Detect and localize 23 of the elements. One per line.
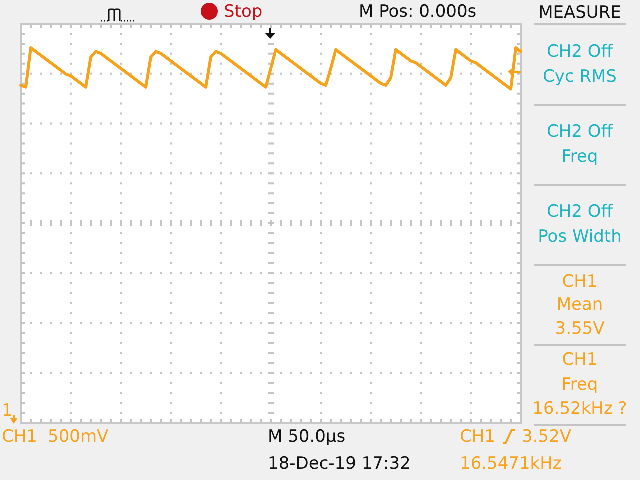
text: 16.5471kHz bbox=[460, 454, 562, 474]
text: 500mV bbox=[48, 427, 109, 447]
text: Freq bbox=[562, 147, 598, 167]
text: CH1 bbox=[562, 272, 598, 292]
text: CH2 Off bbox=[547, 122, 613, 142]
text: M Pos: 0.000s bbox=[359, 2, 477, 22]
text: 1 bbox=[2, 401, 13, 421]
text: Pos Width bbox=[538, 227, 622, 247]
text: CH1 bbox=[460, 427, 496, 447]
text: CH2 Off bbox=[547, 202, 613, 222]
text: Freq bbox=[562, 375, 598, 395]
text: MEASURE bbox=[538, 3, 622, 23]
text: Cyc RMS bbox=[543, 67, 617, 87]
text: 16.52kHz ? bbox=[532, 399, 628, 419]
text: CH2 Off bbox=[547, 42, 613, 62]
text: CH1 bbox=[2, 427, 38, 447]
text: 3.55V bbox=[555, 319, 605, 339]
text: 18-Dec-19 17:32 bbox=[268, 454, 411, 474]
text: CH1 bbox=[562, 350, 598, 370]
text: M 50.0µs bbox=[268, 427, 346, 447]
text: Mean bbox=[556, 295, 604, 315]
text: 3.52V bbox=[522, 427, 572, 447]
text: Stop bbox=[224, 2, 263, 22]
